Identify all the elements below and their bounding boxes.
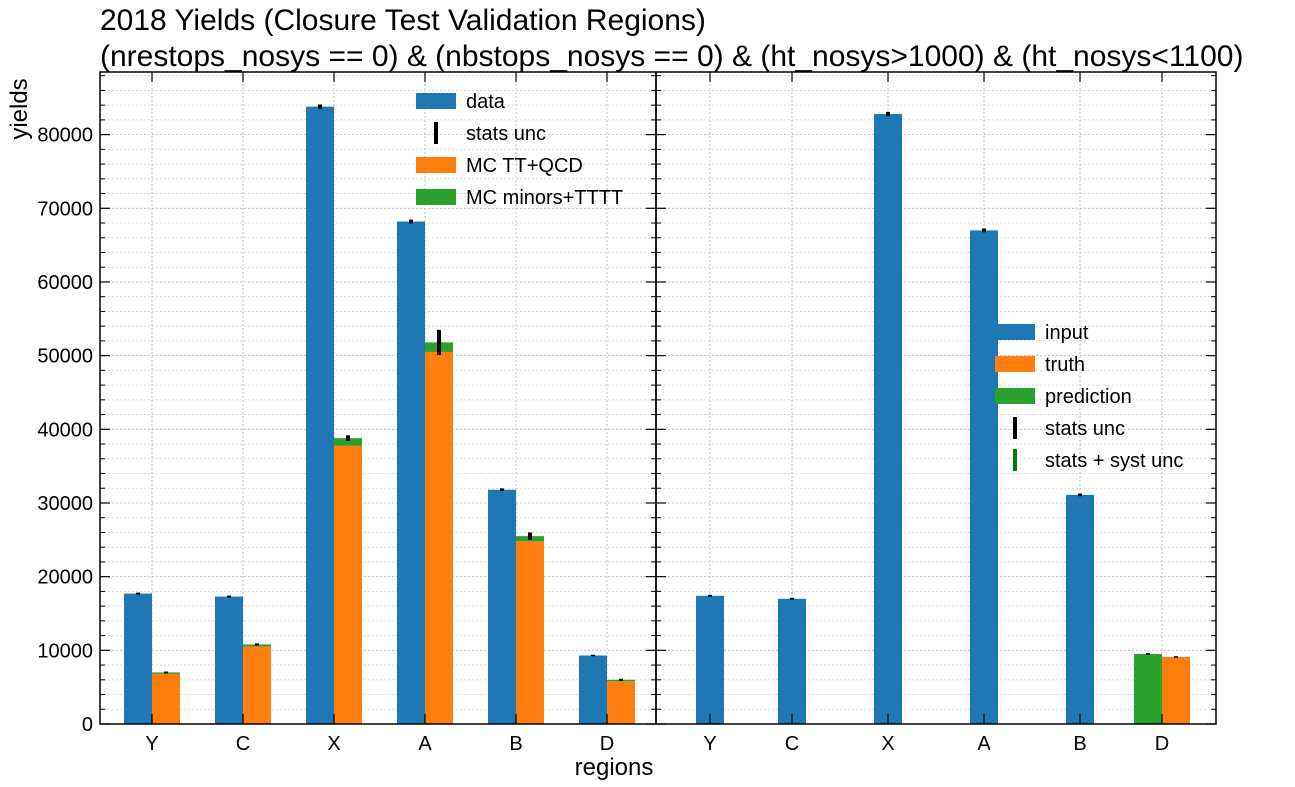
y-tick-label: 20000 xyxy=(37,567,93,589)
bar-data-B xyxy=(488,490,516,724)
x-tick-label: X xyxy=(881,733,894,755)
bar-input-Y xyxy=(696,596,724,724)
chart-title: 2018 Yields (Closure Test Validation Reg… xyxy=(100,4,706,37)
bar-input-A xyxy=(970,230,998,724)
bar-input-X xyxy=(874,114,902,724)
y-tick-label: 40000 xyxy=(37,419,93,441)
bar-data-C xyxy=(215,597,243,724)
legend-label: data xyxy=(466,91,506,113)
y-axis-label: yields xyxy=(6,78,33,139)
legend-swatch xyxy=(416,189,456,205)
x-tick-label: C xyxy=(236,733,250,755)
y-tick-label: 30000 xyxy=(37,493,93,515)
bar-data-A xyxy=(397,222,425,724)
axes-frame xyxy=(656,72,1216,724)
x-tick-label: X xyxy=(327,733,340,755)
y-tick-label: 70000 xyxy=(37,198,93,220)
legend-left: data stats unc MC TT+QCD MC minors+TTTT xyxy=(416,91,623,209)
y-tick-label: 0 xyxy=(82,714,93,736)
legend-label: stats unc xyxy=(466,123,546,145)
x-tick-label: D xyxy=(600,733,614,755)
x-tick-label: D xyxy=(1155,733,1169,755)
legend-right: input truth prediction stats unc stats + sys… xyxy=(995,322,1183,472)
legend-label: MC minors+TTTT xyxy=(466,187,623,209)
legend-label: stats unc xyxy=(1045,418,1125,440)
bar-data-D xyxy=(579,655,607,724)
panel-2 xyxy=(656,72,1216,724)
x-tick-label: A xyxy=(977,733,991,755)
x-tick-label: Y xyxy=(145,733,158,755)
y-tick-label: 50000 xyxy=(37,346,93,368)
bar-data-X xyxy=(306,107,334,724)
bar-prediction-D xyxy=(1134,654,1162,724)
x-tick-label: C xyxy=(785,733,799,755)
bar-input-C xyxy=(778,599,806,724)
x-tick-label: B xyxy=(509,733,522,755)
legend-label: stats + syst unc xyxy=(1045,450,1183,472)
chart-subtitle: (nrestops_nosys == 0) & (nbstops_nosys =… xyxy=(100,40,1243,73)
legend-swatch xyxy=(416,93,456,109)
legend-label: prediction xyxy=(1045,386,1132,408)
legend-label: MC TT+QCD xyxy=(466,155,583,177)
bar-data-Y xyxy=(124,594,152,724)
legend-label: input xyxy=(1045,322,1089,344)
x-axis-label: regions xyxy=(575,754,654,781)
bar-mc-tt-qcd-Y xyxy=(152,674,180,724)
y-tick-label: 10000 xyxy=(37,640,93,662)
legend-swatch xyxy=(995,388,1035,404)
bar-mc-tt-qcd-B xyxy=(516,541,544,724)
legend-swatch xyxy=(995,324,1035,340)
bar-mc-tt-qcd-X xyxy=(334,446,362,724)
legend-swatch xyxy=(416,157,456,173)
bar-mc-tt-qcd-D xyxy=(607,681,635,724)
bar-input-B xyxy=(1066,495,1094,724)
legend-label: truth xyxy=(1045,354,1085,376)
x-tick-label: A xyxy=(418,733,432,755)
bar-mc-tt-qcd-A xyxy=(425,352,453,724)
legend-swatch xyxy=(995,356,1035,372)
y-tick-label: 60000 xyxy=(37,272,93,294)
bar-mc-tt-qcd-C xyxy=(243,647,271,724)
x-tick-label: B xyxy=(1073,733,1086,755)
plot-area: Y C X A B D Y C X A B D 0 10000 20000 30000 40000 50000 60… xyxy=(37,72,1216,755)
x-tick-label: Y xyxy=(703,733,716,755)
y-tick-label: 80000 xyxy=(37,125,93,147)
bar-truth-D xyxy=(1162,657,1190,724)
